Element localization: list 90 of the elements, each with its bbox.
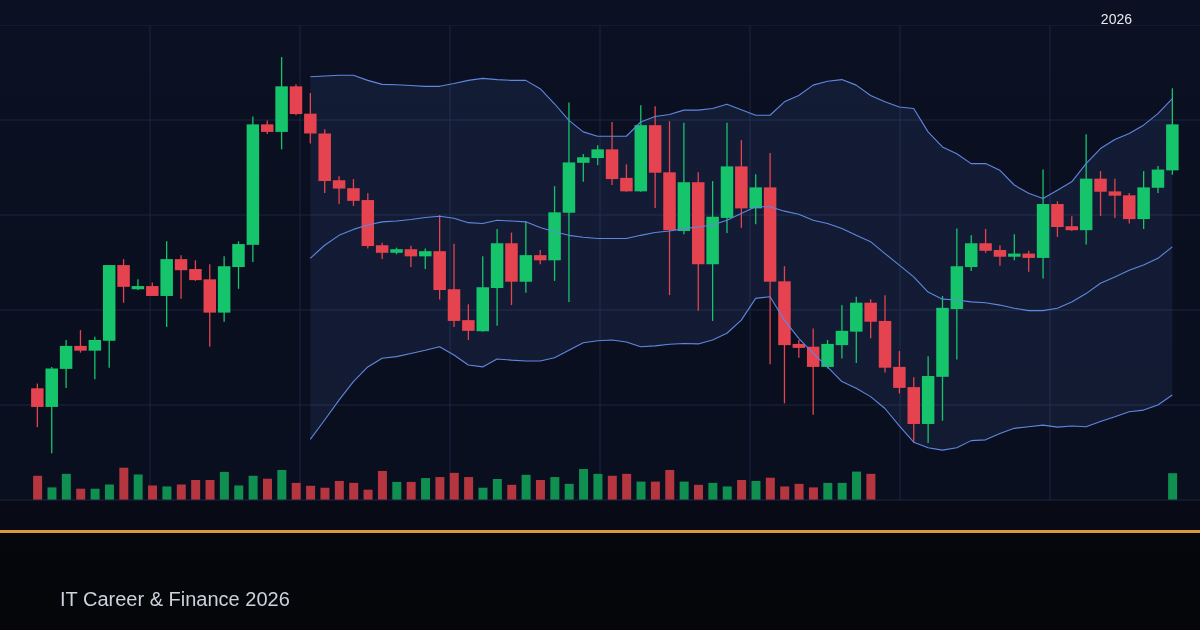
candlestick — [117, 258, 130, 304]
bar — [464, 477, 474, 500]
bar — [262, 478, 272, 500]
candlestick — [31, 382, 44, 428]
candlestick — [749, 173, 762, 225]
bar — [751, 480, 761, 500]
candlestick — [347, 178, 360, 207]
bar — [277, 469, 287, 500]
bar — [780, 486, 790, 500]
candlestick — [979, 228, 992, 254]
bar — [579, 468, 589, 500]
bar — [708, 482, 718, 500]
bar — [1168, 473, 1178, 500]
bar — [866, 473, 876, 500]
candlestick — [1094, 170, 1107, 217]
bar — [722, 486, 732, 500]
bar — [837, 482, 847, 500]
bar — [449, 472, 459, 500]
bar — [291, 482, 301, 500]
bar — [507, 484, 517, 500]
candlestick — [332, 175, 346, 205]
bar — [679, 481, 689, 500]
bar — [248, 475, 258, 500]
bar — [33, 475, 43, 500]
bar — [737, 479, 747, 500]
bar — [593, 473, 603, 500]
bar — [808, 487, 818, 500]
bar — [492, 479, 502, 500]
candlestick — [1108, 178, 1122, 219]
candlestick — [620, 163, 633, 193]
bar — [219, 471, 229, 500]
bar — [665, 469, 675, 500]
candlestick — [964, 234, 978, 272]
bar — [636, 481, 646, 500]
candlestick — [462, 303, 475, 341]
candlestick — [821, 339, 834, 370]
bar — [148, 485, 158, 500]
bar — [47, 487, 57, 500]
candlestick — [864, 298, 877, 340]
bar — [622, 473, 632, 500]
candlestick — [1123, 192, 1136, 225]
bar — [650, 481, 660, 500]
bar — [406, 481, 416, 500]
candlestick — [59, 339, 73, 389]
candlestick — [74, 329, 87, 354]
candlestick — [189, 259, 202, 282]
candlestick — [232, 240, 245, 290]
bar — [535, 479, 545, 500]
bar — [694, 484, 703, 500]
bar — [377, 470, 387, 500]
bar — [478, 487, 488, 500]
bar — [765, 477, 775, 500]
bar — [234, 485, 244, 500]
candlestick — [1022, 250, 1035, 273]
candlestick — [893, 350, 906, 395]
bar — [521, 474, 531, 500]
candlestick — [993, 244, 1007, 267]
bar — [392, 481, 402, 500]
bar — [852, 471, 862, 500]
candlestick — [1051, 200, 1064, 238]
bar — [119, 467, 129, 500]
bar — [435, 477, 445, 500]
bar — [794, 483, 804, 500]
candlestick — [1008, 233, 1021, 261]
bar — [607, 475, 617, 500]
candlestick — [304, 92, 317, 145]
bar — [162, 486, 172, 500]
bar — [823, 482, 833, 500]
bar — [564, 483, 574, 500]
bar — [334, 480, 344, 500]
candlestick — [88, 336, 102, 380]
bar — [550, 477, 560, 500]
candlestick — [419, 247, 432, 270]
bar — [421, 478, 431, 500]
candlestick — [174, 254, 188, 300]
bar — [61, 473, 71, 500]
candlestick — [835, 304, 849, 360]
bar — [349, 482, 359, 500]
bar — [205, 479, 215, 500]
bar — [191, 479, 201, 500]
bar — [104, 484, 114, 500]
bar — [133, 474, 143, 500]
bar — [306, 485, 316, 500]
candlestick — [404, 244, 418, 268]
bar — [176, 484, 186, 500]
candlestick — [1151, 165, 1165, 194]
text: IT Career & Finance 2026 — [60, 587, 290, 611]
bar — [320, 487, 330, 500]
text: 2026 — [1100, 11, 1132, 28]
candlestick — [131, 278, 145, 291]
